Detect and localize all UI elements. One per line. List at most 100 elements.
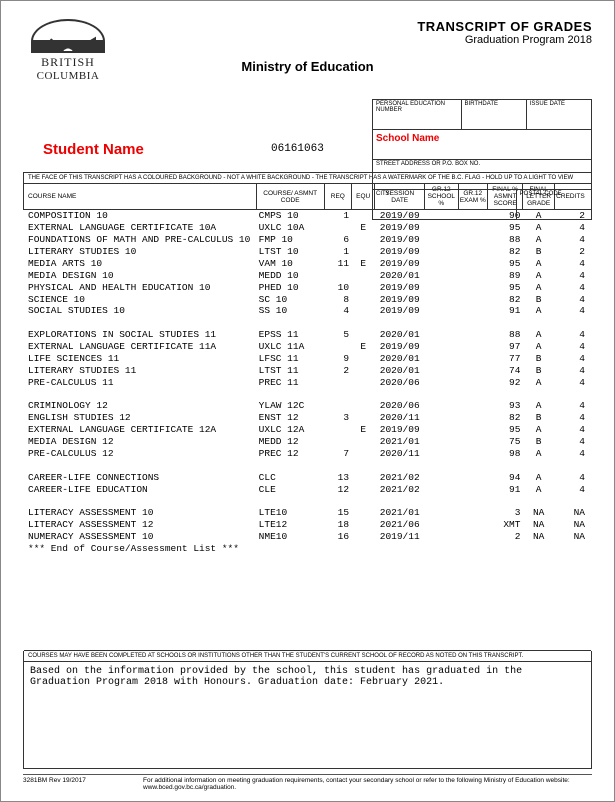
filler-row	[24, 614, 592, 626]
cell-req: 18	[324, 519, 351, 531]
cell-equ	[352, 234, 375, 246]
cell-exam	[458, 472, 487, 484]
cell-final: 98	[487, 448, 523, 460]
cell-letter: B	[523, 412, 554, 424]
cell-final: 97	[487, 341, 523, 353]
cell-name: SCIENCE 10	[24, 294, 257, 306]
cell-cred	[554, 543, 591, 555]
filler-row	[24, 590, 592, 602]
cell-req: 13	[324, 472, 351, 484]
cell-equ	[352, 519, 375, 531]
table-row: CAREER-LIFE EDUCATIONCLE122021/0291A4	[24, 484, 592, 496]
table-row: SCIENCE 10SC 1082019/0982B4	[24, 294, 592, 306]
cell-sess: 2021/01	[375, 507, 425, 519]
cell-code: LFSC 11	[256, 353, 324, 365]
table-row: LITERACY ASSESSMENT 12LTE12182021/06XMTN…	[24, 519, 592, 531]
address-label: STREET ADDRESS OR P.O. BOX NO.	[373, 160, 591, 189]
table-row: PRE-CALCULUS 12PREC 1272020/1198A4	[24, 448, 592, 460]
cell-sess: 2020/06	[375, 400, 425, 412]
cell-letter: NA	[523, 531, 554, 543]
postal-label: POSTAL CODE	[517, 190, 591, 219]
cell-sch	[425, 353, 458, 365]
table-row: *** End of Course/Assessment List ***	[24, 543, 592, 555]
cell-sch	[425, 507, 458, 519]
cell-code: CMPS 10	[256, 210, 324, 222]
cell-exam	[458, 507, 487, 519]
cell-final: 94	[487, 472, 523, 484]
table-row: PHYSICAL AND HEALTH EDUCATION 10PHED 101…	[24, 282, 592, 294]
table-row: PRE-CALCULUS 11PREC 112020/0692A4	[24, 377, 592, 389]
cell-exam	[458, 519, 487, 531]
cell-final: 82	[487, 412, 523, 424]
cell-equ: E	[352, 341, 375, 353]
cell-code: SS 10	[256, 305, 324, 317]
cell-name: LITERARY STUDIES 11	[24, 365, 257, 377]
table-row: FOUNDATIONS OF MATH AND PRE-CALCULUS 10F…	[24, 234, 592, 246]
cell-equ	[352, 543, 375, 555]
cell-code: YLAW 12C	[256, 400, 324, 412]
table-row: SOCIAL STUDIES 10SS 1042019/0991A4	[24, 305, 592, 317]
cell-equ	[352, 484, 375, 496]
cell-cred: NA	[554, 531, 591, 543]
cell-cred: 4	[554, 270, 591, 282]
cell-req	[324, 400, 351, 412]
cell-sch	[425, 412, 458, 424]
cell-code: LTE12	[256, 519, 324, 531]
cell-letter: A	[523, 270, 554, 282]
cell-req: 9	[324, 353, 351, 365]
cell-name: MEDIA DESIGN 10	[24, 270, 257, 282]
cell-code: PHED 10	[256, 282, 324, 294]
cell-name: PRE-CALCULUS 12	[24, 448, 257, 460]
cell-req: 6	[324, 234, 351, 246]
cell-final: 93	[487, 400, 523, 412]
cell-sch	[425, 294, 458, 306]
cell-letter: B	[523, 436, 554, 448]
cell-equ	[352, 270, 375, 282]
cell-code: MEDD 12	[256, 436, 324, 448]
table-row: MEDIA ARTS 10VAM 1011E2019/0995A4	[24, 258, 592, 270]
cell-final: XMT	[487, 519, 523, 531]
cell-sch	[425, 270, 458, 282]
cell-cred: 4	[554, 222, 591, 234]
cell-exam	[458, 448, 487, 460]
cell-name: EXTERNAL LANGUAGE CERTIFICATE 11A	[24, 341, 257, 353]
cell-code: UXLC 11A	[256, 341, 324, 353]
cell-cred: 4	[554, 258, 591, 270]
cell-equ	[352, 531, 375, 543]
cell-sch	[425, 329, 458, 341]
cell-letter: B	[523, 365, 554, 377]
cell-req: 16	[324, 531, 351, 543]
school-info-box: PERSONAL EDUCATION NUMBER BIRTHDATE ISSU…	[372, 99, 592, 220]
cell-req	[324, 341, 351, 353]
cell-final: 74	[487, 365, 523, 377]
cell-exam	[458, 234, 487, 246]
cell-letter: A	[523, 258, 554, 270]
cell-cred: 4	[554, 377, 591, 389]
group-spacer	[24, 460, 592, 472]
cell-name: PRE-CALCULUS 11	[24, 377, 257, 389]
filler-row	[24, 602, 592, 614]
grades-body: COMPOSITION 10CMPS 1012019/0990A2EXTERNA…	[24, 210, 592, 650]
cell-exam	[458, 246, 487, 258]
cell-cred: 4	[554, 282, 591, 294]
cell-exam	[458, 258, 487, 270]
cell-sch	[425, 519, 458, 531]
cell-sch	[425, 282, 458, 294]
cell-req	[324, 377, 351, 389]
cell-sch	[425, 436, 458, 448]
cell-cred: 4	[554, 472, 591, 484]
cell-cred: 4	[554, 484, 591, 496]
cell-final: 82	[487, 246, 523, 258]
cell-equ	[352, 246, 375, 258]
cell-name: COMPOSITION 10	[24, 210, 257, 222]
cell-equ: E	[352, 222, 375, 234]
cell-equ	[352, 329, 375, 341]
cell-code: UXLC 10A	[256, 222, 324, 234]
cell-sch	[425, 543, 458, 555]
cell-name: MEDIA DESIGN 12	[24, 436, 257, 448]
logo-block: BRITISH COLUMBIA	[23, 19, 113, 82]
ministry-label: Ministry of Education	[241, 59, 373, 74]
cell-letter: NA	[523, 519, 554, 531]
cell-cred: 4	[554, 400, 591, 412]
cell-sch	[425, 258, 458, 270]
